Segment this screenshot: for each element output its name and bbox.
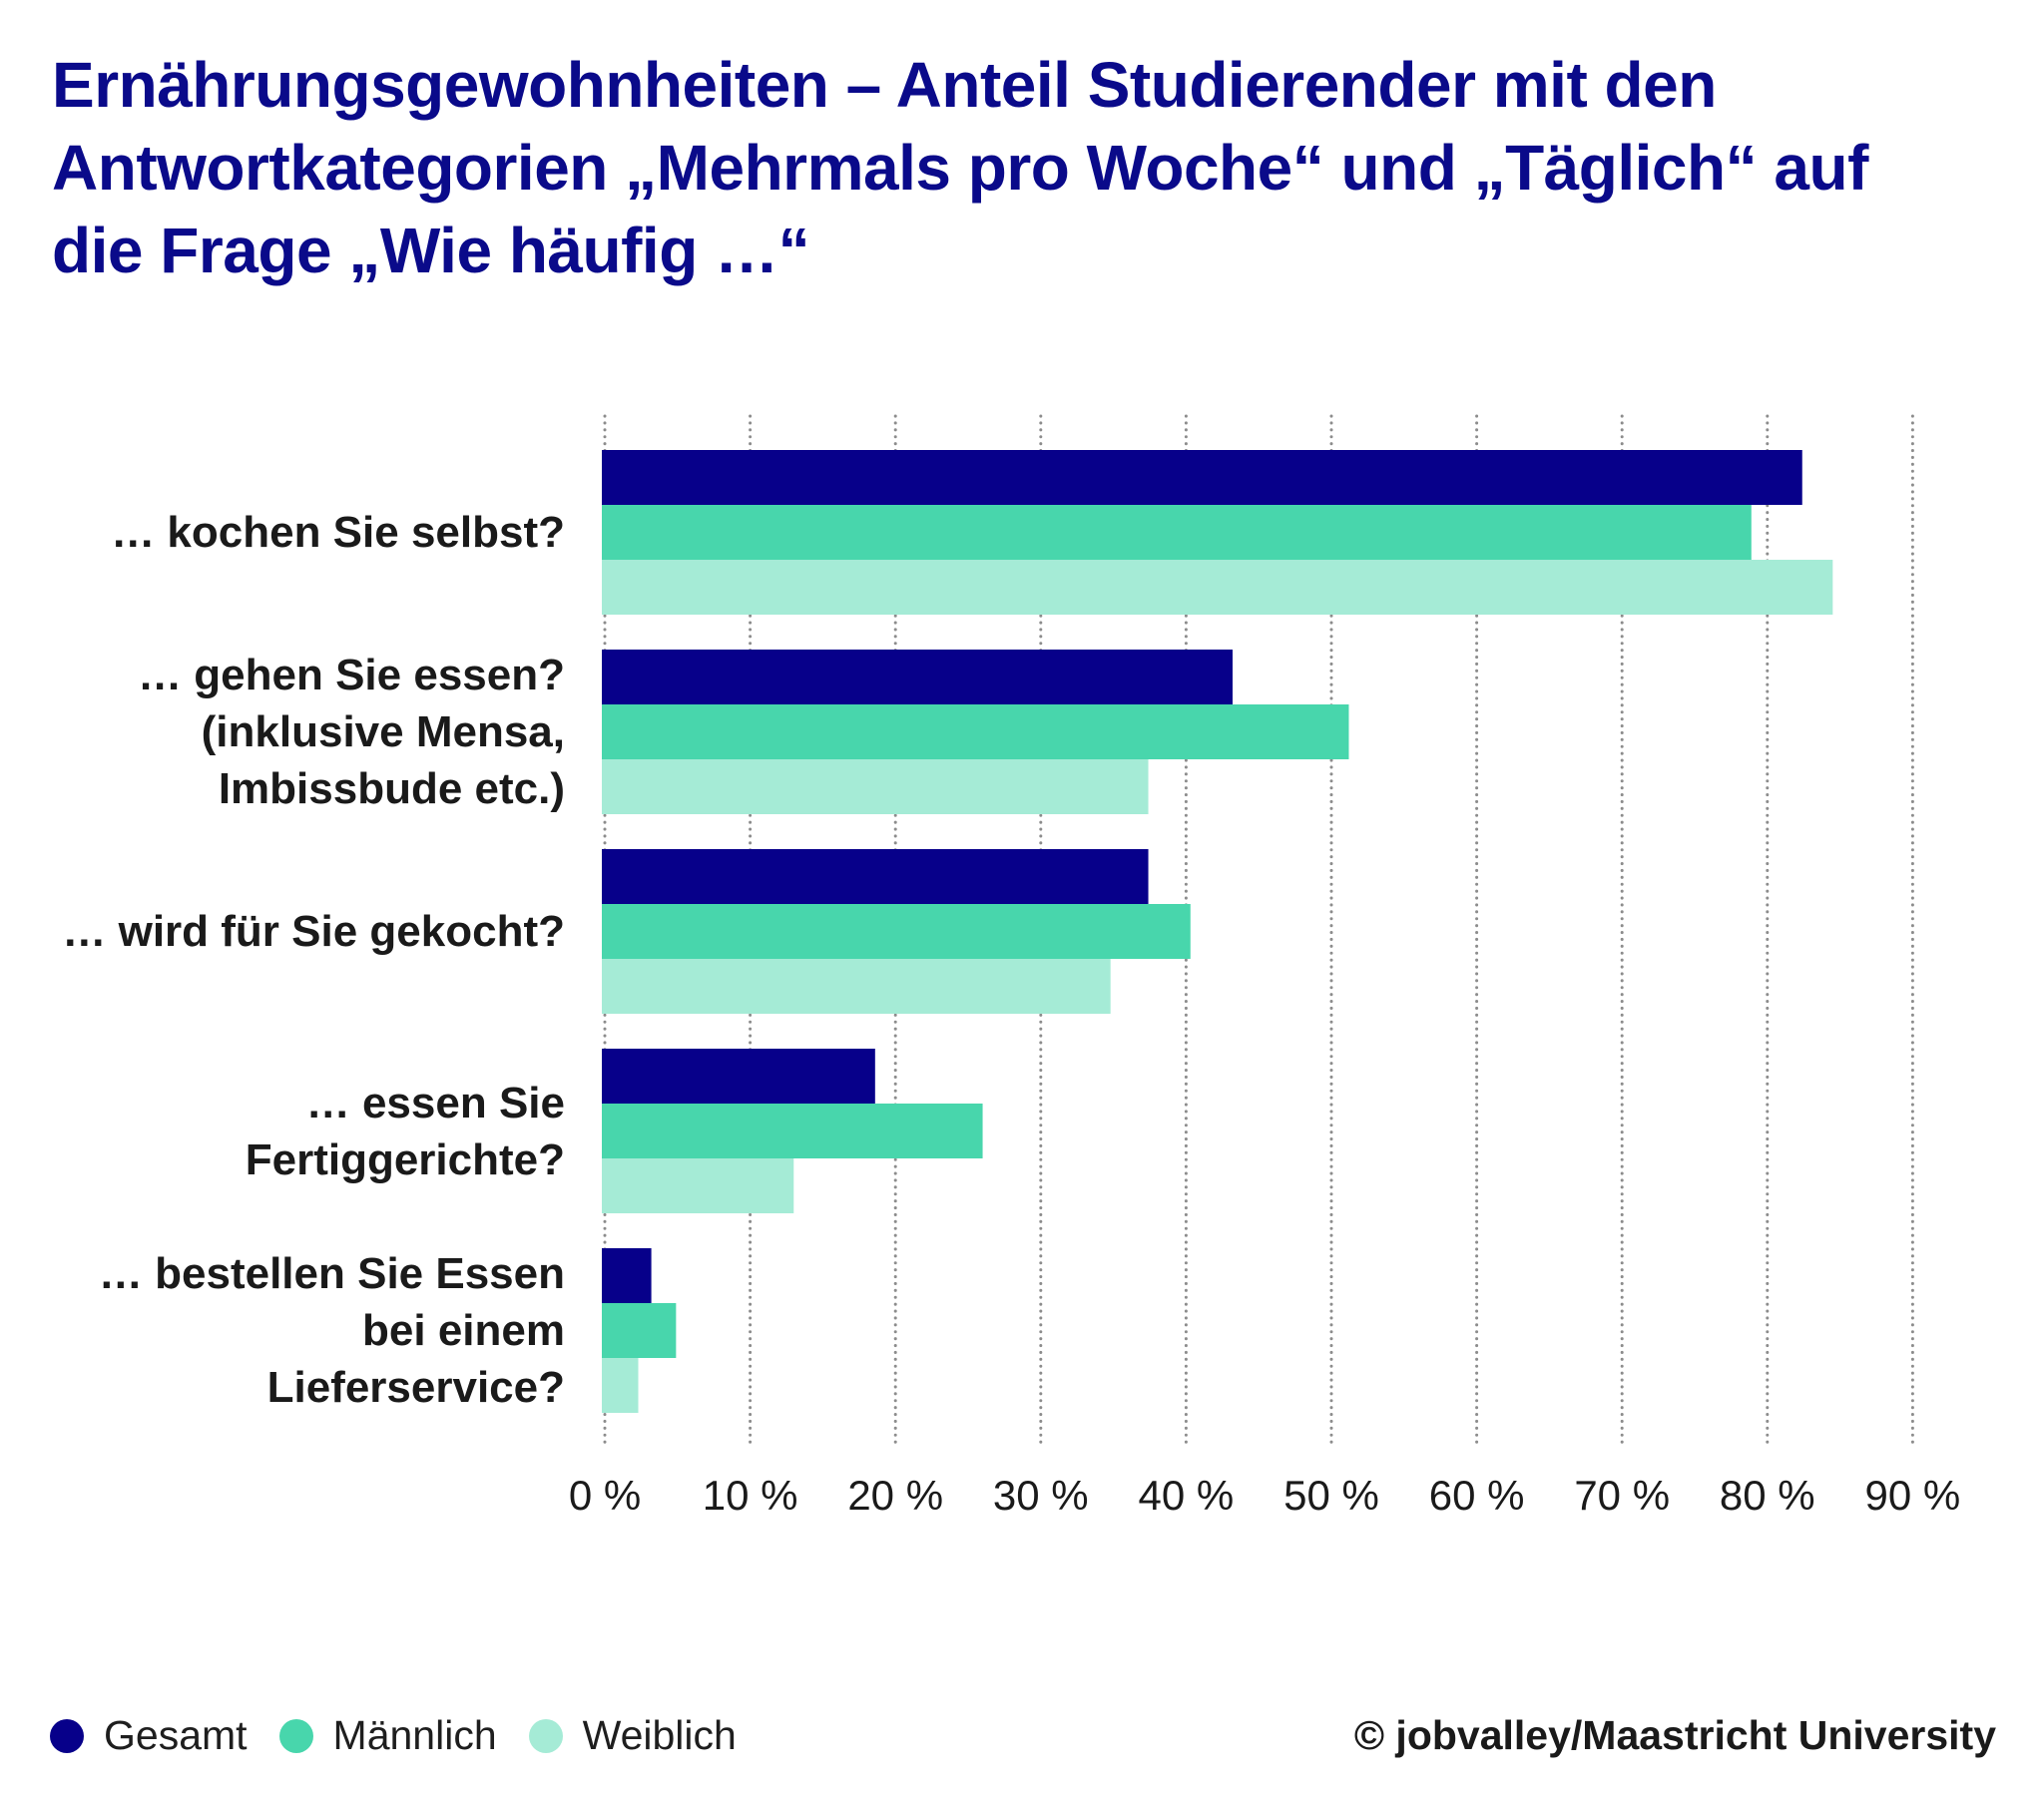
- x-tick-label: 0 %: [569, 1472, 641, 1519]
- x-axis-tick-labels: 0 % 10 % 20 % 30 % 40 % 50 % 60 % 70 % 80 % 90 %: [569, 1472, 1960, 1519]
- x-tick-label: 70 %: [1574, 1472, 1670, 1519]
- legend-label: Weiblich: [582, 1712, 737, 1758]
- x-tick-label: 30 %: [993, 1472, 1089, 1519]
- copyright-notice: © jobvalley/Maastricht University: [1353, 1712, 1996, 1758]
- legend-item-maennlich: Männlich: [278, 1712, 497, 1759]
- bar-maennlich-0: [602, 505, 1752, 560]
- x-tick-label: 20 %: [847, 1472, 943, 1519]
- bar-gesamt-2: [602, 849, 1149, 904]
- legend-label: Gesamt: [104, 1712, 248, 1758]
- legend-item-weiblich: Weiblich: [528, 1712, 737, 1759]
- bar-gesamt-0: [602, 450, 1802, 505]
- legend-swatch-weiblich: [528, 1718, 563, 1753]
- legend-label: Männlich: [332, 1712, 497, 1758]
- category-label-line: … wird für Sie gekocht?: [62, 907, 565, 956]
- bar-weiblich-1: [602, 759, 1149, 814]
- category-label-line: (inklusive Mensa,: [201, 707, 565, 756]
- category-label: … essen Sie Fertiggerichte?: [246, 1075, 565, 1188]
- category-label-line: … bestellen Sie Essen: [98, 1249, 565, 1298]
- legend-item-gesamt: Gesamt: [50, 1712, 248, 1759]
- x-tick-label: 80 %: [1720, 1472, 1815, 1519]
- bar-maennlich-2: [602, 904, 1191, 959]
- bar-maennlich-4: [602, 1303, 677, 1358]
- x-tick-label: 50 %: [1283, 1472, 1379, 1519]
- bar-weiblich-3: [602, 1158, 794, 1213]
- category-label-line: Imbissbude etc.): [218, 764, 565, 813]
- x-tick-label: 60 %: [1429, 1472, 1525, 1519]
- category-label: … bestellen Sie Essen bei einem Lieferserv…: [99, 1245, 565, 1416]
- bar-weiblich-2: [602, 959, 1111, 1014]
- category-label: … wird für Sie gekocht?: [62, 903, 565, 960]
- title-line: Ernährungsgewohnheiten – Anteil Studiere…: [52, 49, 1717, 121]
- category-label-line: bei einem: [362, 1306, 565, 1355]
- category-label-line: … gehen Sie essen?: [138, 651, 565, 699]
- x-tick-label: 40 %: [1139, 1472, 1235, 1519]
- bar-maennlich-1: [602, 704, 1349, 759]
- legend-swatch-maennlich: [278, 1718, 313, 1753]
- chart-title: Ernährungsgewohnheiten – Anteil Studiere…: [52, 44, 2008, 292]
- category-label-line: … kochen Sie selbst?: [111, 508, 565, 557]
- title-line: Antwortkategorien „Mehrmals pro Woche“ u…: [52, 132, 1868, 204]
- bar-weiblich-0: [602, 560, 1833, 615]
- bar-weiblich-4: [602, 1358, 639, 1413]
- bar-gesamt-1: [602, 650, 1233, 704]
- category-label: … gehen Sie essen? (inklusive Mensa, Imbis…: [138, 647, 565, 817]
- category-label-line: … essen Sie: [305, 1078, 565, 1127]
- category-label-line: Fertiggerichte?: [245, 1134, 565, 1184]
- legend: Gesamt Männlich Weiblich: [50, 1712, 768, 1759]
- bar-maennlich-3: [602, 1104, 983, 1158]
- category-label: … kochen Sie selbst?: [111, 504, 565, 561]
- category-label-line: Lieferservice?: [266, 1363, 565, 1412]
- x-tick-label: 90 %: [1865, 1472, 1961, 1519]
- bar-gesamt-3: [602, 1049, 875, 1104]
- bar-gesamt-4: [602, 1248, 652, 1303]
- legend-swatch-gesamt: [50, 1718, 84, 1753]
- x-tick-label: 10 %: [703, 1472, 798, 1519]
- bars: [602, 450, 1833, 1413]
- title-line: die Frage „Wie häufig …“: [52, 215, 810, 286]
